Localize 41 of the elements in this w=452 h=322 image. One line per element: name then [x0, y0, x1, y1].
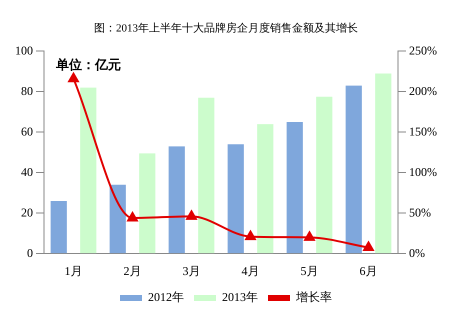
bar — [286, 122, 303, 254]
x-tick-label: 4月 — [242, 264, 260, 278]
bar — [228, 144, 244, 254]
bar — [139, 153, 156, 254]
bar — [50, 200, 67, 254]
legend-label: 增长率 — [295, 290, 332, 304]
y-tick-label: 60 — [21, 124, 33, 138]
bar — [346, 86, 362, 254]
y-tick-label: 80 — [21, 84, 33, 98]
y2-tick-label: 200% — [409, 84, 438, 98]
x-tick-label: 2月 — [124, 264, 142, 278]
point — [304, 231, 315, 241]
x-tick-label: 5月 — [300, 264, 319, 278]
x-tick-label: 3月 — [182, 264, 200, 278]
bar — [80, 88, 96, 254]
point — [127, 212, 138, 222]
legend-label: 2012年 — [148, 290, 184, 304]
bar — [316, 96, 332, 254]
y2-tick-label: 0% — [409, 246, 426, 260]
chart-title: 图：2013年上半年十大品牌房企月度销售金额及其增长 — [94, 21, 358, 34]
bar — [198, 98, 214, 254]
y2-tick-label: 100% — [409, 164, 438, 179]
bar — [257, 124, 274, 254]
y-tick-label: 100 — [15, 43, 33, 58]
annotation: 单位：亿元 — [55, 57, 121, 72]
y-tick-label: 20 — [21, 205, 33, 220]
y2-tick-label: 50% — [409, 205, 432, 220]
bar — [375, 73, 392, 254]
bar — [110, 184, 126, 254]
point — [245, 230, 256, 240]
y2-tick-label: 250% — [409, 43, 438, 58]
point — [68, 72, 79, 82]
x-tick-label: 6月 — [360, 264, 378, 278]
y-tick-label: 40 — [21, 164, 33, 179]
x-tick-label: 1月 — [64, 264, 82, 278]
y-tick-label: 0 — [27, 246, 33, 260]
point — [186, 210, 197, 220]
legend-label: 2013年 — [222, 290, 258, 304]
bar — [168, 146, 185, 254]
point — [363, 242, 374, 252]
y2-tick-label: 150% — [409, 124, 438, 138]
